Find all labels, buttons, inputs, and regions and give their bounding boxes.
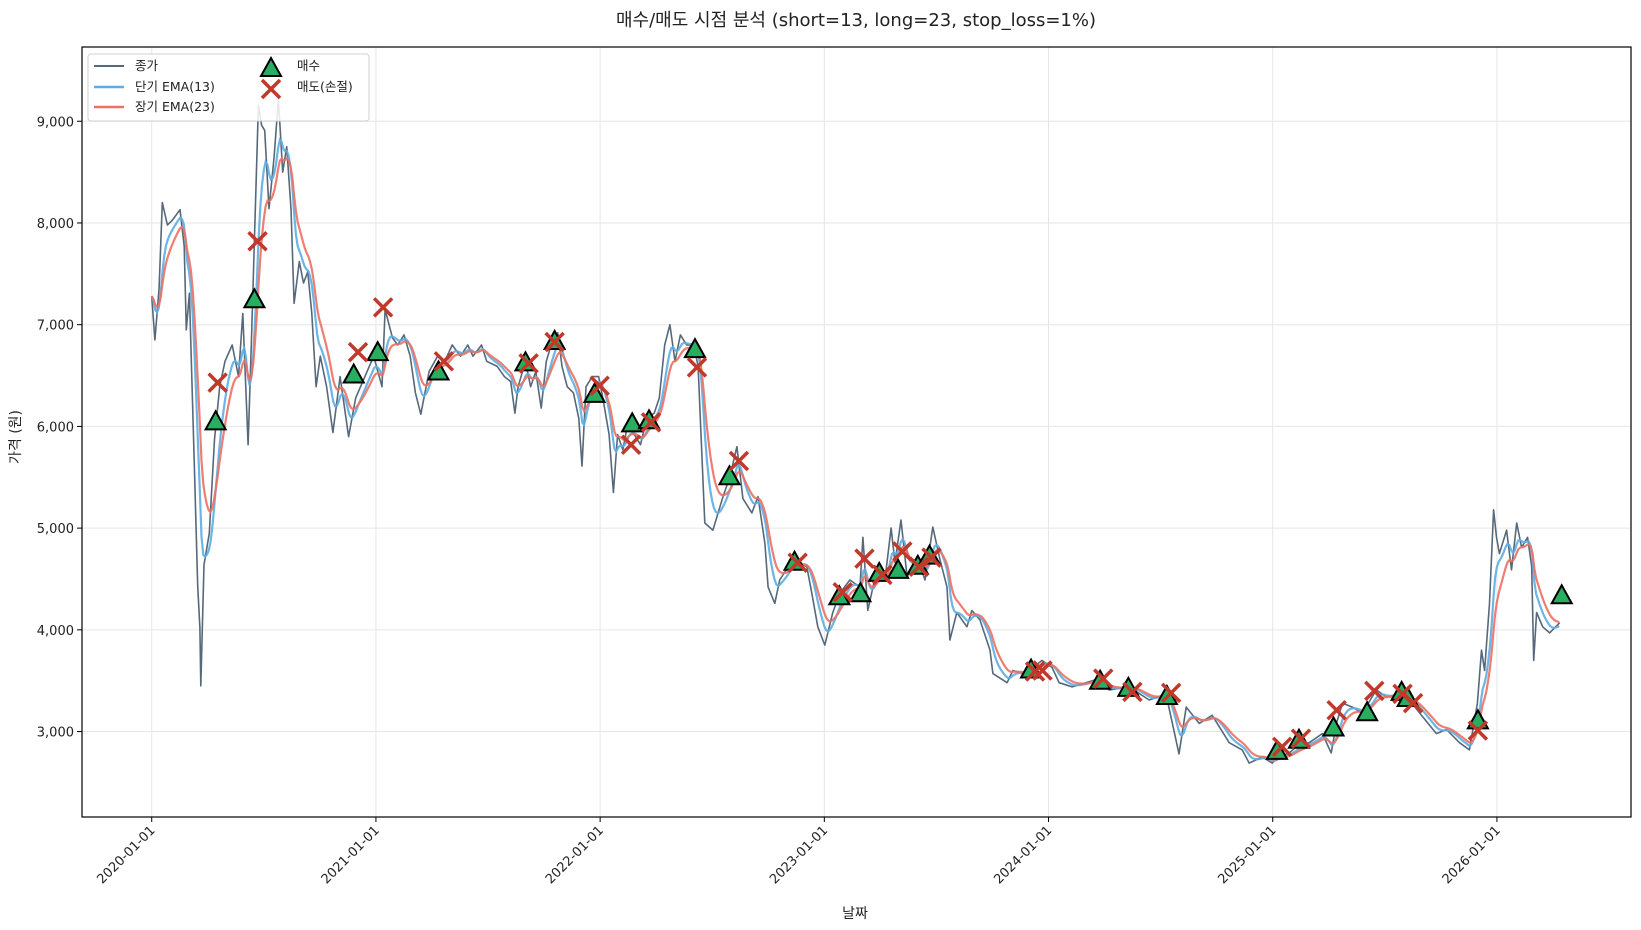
sell-marker xyxy=(686,357,708,378)
sell-marker xyxy=(787,552,808,573)
buy-marker xyxy=(848,581,873,603)
legend-buy-marker xyxy=(259,55,283,77)
sell-marker xyxy=(1092,668,1114,689)
sell-marker xyxy=(832,581,853,603)
grid xyxy=(82,47,1631,817)
sell-marker xyxy=(640,412,662,433)
axes-frame xyxy=(81,46,1632,818)
close-price-line xyxy=(150,98,1561,764)
buy-marker xyxy=(1355,700,1379,722)
x-tick-label: 2026-01-01 xyxy=(1440,823,1504,887)
x-tick-label: 2025-01-01 xyxy=(1216,823,1280,887)
sell-marker xyxy=(589,375,610,396)
buy-marker xyxy=(886,557,910,579)
sell-marker xyxy=(544,331,565,353)
sell-marker xyxy=(854,548,875,569)
sell-marker xyxy=(1402,692,1424,714)
buy-marker xyxy=(203,409,228,431)
y-tick-label: 4,000 xyxy=(37,624,74,639)
sell-marker xyxy=(1122,681,1143,703)
sell-marker xyxy=(1290,728,1312,749)
sell-marker xyxy=(872,564,893,586)
legend-box xyxy=(87,53,370,122)
x-tick-label: 2023-01-01 xyxy=(767,823,831,887)
y-tick-label: 7,000 xyxy=(37,319,74,334)
buy-marker xyxy=(1550,583,1574,605)
y-tick-label: 8,000 xyxy=(37,217,74,232)
sell-marker xyxy=(433,351,455,372)
legend: 종가 단기 EMA(13) 장기 EMA(23) 매수 매도(손절) xyxy=(87,53,370,122)
sell-marker xyxy=(1271,736,1293,758)
sell-marker xyxy=(908,556,930,578)
y-tick-label: 6,000 xyxy=(37,420,74,435)
chart-title: 매수/매도 시점 분석 (short=13, long=23, stop_los… xyxy=(616,10,1096,31)
sell-marker xyxy=(1024,661,1046,682)
sell-marker xyxy=(892,541,913,562)
sell-marker xyxy=(1364,680,1385,702)
legend-close-label: 종가 xyxy=(135,58,159,73)
x-axis-ticks: 2020-01-01 2021-01-01 2022-01-01 2023-01-01… xyxy=(95,817,1504,887)
sell-marker xyxy=(247,231,268,252)
sell-marker xyxy=(1160,682,1182,704)
sell-marker xyxy=(1326,699,1347,721)
sell-marker xyxy=(518,353,539,374)
y-axis-ticks: 3,000 4,000 5,000 6,000 7,000 8,000 9,000 xyxy=(37,115,82,741)
sell-marker xyxy=(1032,660,1053,681)
x-axis-label: 날짜 xyxy=(842,906,868,922)
x-tick-label: 2024-01-01 xyxy=(991,823,1055,887)
sell-marker xyxy=(372,297,394,318)
buy-marker xyxy=(426,359,451,381)
x-tick-label: 2022-01-01 xyxy=(543,823,607,887)
sell-marker xyxy=(1467,720,1489,741)
ema-short-line xyxy=(150,137,1560,762)
legend-sell-marker xyxy=(260,78,282,100)
ema-long-line xyxy=(150,156,1560,761)
legend-sell-label: 매도(손절) xyxy=(297,79,353,94)
y-tick-label: 9,000 xyxy=(37,115,74,130)
x-tick-label: 2021-01-01 xyxy=(319,823,383,887)
buy-marker xyxy=(683,337,707,359)
legend-ema-long-label: 장기 EMA(23) xyxy=(135,99,215,114)
buy-marker xyxy=(342,362,366,384)
buy-marker xyxy=(620,411,644,433)
y-axis-label: 가격 (원) xyxy=(8,410,24,464)
sell-marker xyxy=(921,547,942,568)
buy-marker xyxy=(717,464,742,486)
buy-marker xyxy=(242,287,267,309)
buy-marker xyxy=(366,340,390,362)
x-tick-label: 2020-01-01 xyxy=(95,823,159,887)
legend-buy-label: 매수 xyxy=(297,58,320,73)
legend-ema-short-label: 단기 EMA(13) xyxy=(135,79,215,94)
y-tick-label: 3,000 xyxy=(37,726,74,741)
plot-area xyxy=(150,98,1561,764)
sell-marker xyxy=(347,341,369,363)
sell-marker xyxy=(620,434,642,455)
sell-marker xyxy=(728,450,750,472)
buy-marker xyxy=(1321,715,1346,737)
sell-marker xyxy=(207,372,228,393)
y-tick-label: 5,000 xyxy=(37,522,74,537)
signal-markers xyxy=(203,231,1574,760)
